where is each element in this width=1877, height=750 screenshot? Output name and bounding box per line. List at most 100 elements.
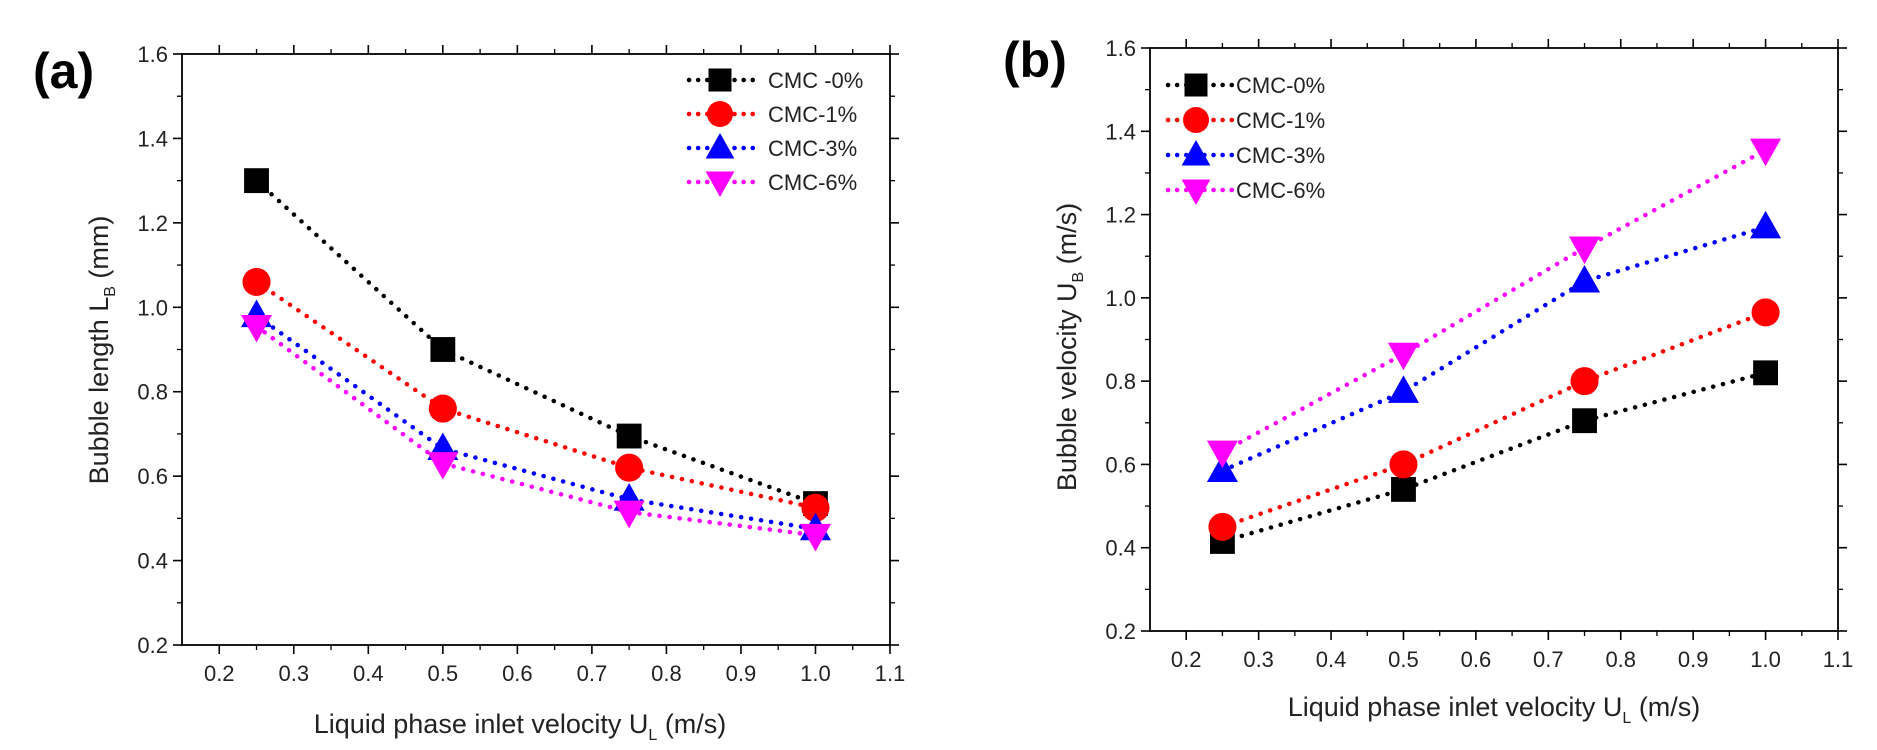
series-3	[1220, 147, 1768, 455]
x-tick-label: 0.6	[1461, 647, 1492, 672]
series-line	[254, 324, 818, 538]
legend: CMC-0% CMC-1% CMC-3% CMC-6%	[1165, 73, 1325, 205]
y-tick-label: 1.2	[137, 211, 168, 236]
legend-marker	[1183, 107, 1209, 133]
y-tick-label: 0.2	[1105, 619, 1136, 644]
chart-panel-1: (b) 0.2 0.3 0.4 0.5 0.6 0.7 0.8 0.9 1.0 1.1 0.2 0.4 0…	[1003, 32, 1853, 727]
data-point	[244, 168, 269, 194]
series-markers-1	[1208, 298, 1780, 541]
data-point	[613, 500, 645, 529]
x-tick-label: 0.9	[726, 661, 757, 686]
legend-entry: CMC-3%	[1165, 140, 1325, 168]
series-2	[1220, 224, 1768, 473]
series-markers-3	[241, 314, 831, 552]
data-point	[427, 452, 459, 480]
data-point	[430, 337, 456, 362]
legend-entry: CMC-1%	[686, 101, 857, 127]
data-point	[1572, 408, 1597, 434]
x-tick-label: 0.2	[1171, 647, 1202, 672]
y-tick-label: 1.0	[137, 295, 168, 320]
data-point	[242, 267, 271, 296]
legend-entry: CMC-0%	[1165, 73, 1325, 98]
legend-entry: CMC-6%	[1165, 178, 1325, 205]
legend-label: CMC-6%	[768, 170, 857, 195]
y-tick-label: 0.4	[1105, 536, 1136, 561]
x-tick-label: 1.1	[1823, 647, 1854, 672]
x-tick-label: 0.7	[1533, 647, 1564, 672]
x-tick-label: 0.3	[1243, 647, 1274, 672]
series-line	[1220, 310, 1768, 530]
x-tick-label: 0.9	[1678, 647, 1709, 672]
legend-label: CMC-6%	[1236, 178, 1325, 203]
data-point	[1570, 367, 1599, 396]
data-point	[1391, 476, 1416, 502]
series-line	[1220, 224, 1768, 473]
legend-label: CMC -0%	[768, 68, 863, 93]
series-2	[254, 313, 818, 532]
data-point	[1750, 138, 1782, 167]
x-tick-label: 0.3	[278, 661, 309, 686]
series-markers-0	[1210, 360, 1778, 554]
legend-marker	[708, 68, 732, 92]
x-tick-label: 0.4	[1316, 647, 1347, 672]
data-point	[1387, 375, 1419, 403]
y-tick-label: 0.8	[1105, 369, 1136, 394]
x-tick-label: 0.5	[428, 661, 459, 686]
legend-marker	[1181, 140, 1211, 166]
legend-entry: CMC -0%	[686, 68, 863, 93]
y-tick-label: 1.6	[1105, 36, 1136, 61]
plot-frame	[1149, 47, 1839, 632]
x-tick-label: 1.0	[1750, 647, 1781, 672]
x-tick-label: 0.8	[651, 661, 682, 686]
series-line	[1220, 370, 1768, 544]
y-axis-title: Bubble velocity UB (m/s)	[1052, 203, 1087, 491]
data-point	[1753, 360, 1778, 386]
data-point	[799, 523, 831, 552]
x-tick-label: 0.5	[1388, 647, 1419, 672]
y-tick-label: 0.6	[137, 464, 168, 489]
data-point	[801, 493, 830, 522]
series-line	[254, 313, 818, 532]
legend-marker	[705, 133, 735, 159]
legend-marker	[707, 101, 733, 127]
series-markers-2	[241, 299, 831, 541]
y-axis-title: Bubble length LB (mm)	[84, 216, 119, 485]
series-0	[254, 178, 818, 506]
data-point	[1208, 512, 1237, 541]
x-tick-label: 1.1	[875, 661, 906, 686]
data-point	[1206, 454, 1238, 483]
x-tick-label: 0.6	[502, 661, 533, 686]
data-point	[1750, 210, 1782, 239]
y-tick-label: 1.4	[137, 126, 168, 151]
data-point	[241, 314, 273, 343]
x-axis-title: Liquid phase inlet velocity UL (m/s)	[314, 709, 727, 744]
data-point	[615, 453, 644, 482]
x-axis-title: Liquid phase inlet velocity UL (m/s)	[1288, 692, 1701, 727]
data-point	[1751, 298, 1780, 327]
legend-entry: CMC-6%	[686, 170, 857, 197]
series-1	[1220, 310, 1768, 530]
series-line	[254, 178, 818, 506]
legend-entry: CMC-1%	[1165, 107, 1325, 133]
legend-label: CMC-0%	[1236, 73, 1325, 98]
y-tick-label: 1.6	[137, 42, 168, 67]
x-tick-label: 0.4	[353, 661, 384, 686]
legend-label: CMC-3%	[768, 136, 857, 161]
panel-label: (b)	[1003, 32, 1067, 88]
legend-label: CMC-1%	[1236, 108, 1325, 133]
x-tick-label: 1.0	[800, 661, 831, 686]
data-point	[1569, 236, 1601, 265]
data-point	[616, 423, 642, 449]
y-tick-label: 0.2	[137, 633, 168, 658]
x-tick-label: 0.2	[204, 661, 235, 686]
data-point	[1389, 450, 1418, 479]
series-markers-0	[244, 168, 828, 517]
series-markers-2	[1206, 210, 1782, 483]
series-1	[254, 279, 818, 511]
y-tick-label: 1.0	[1105, 286, 1136, 311]
y-tick-label: 0.4	[137, 549, 168, 574]
x-tick-label: 0.7	[577, 661, 608, 686]
legend: CMC -0% CMC-1% CMC-3% CMC-6%	[686, 68, 863, 197]
